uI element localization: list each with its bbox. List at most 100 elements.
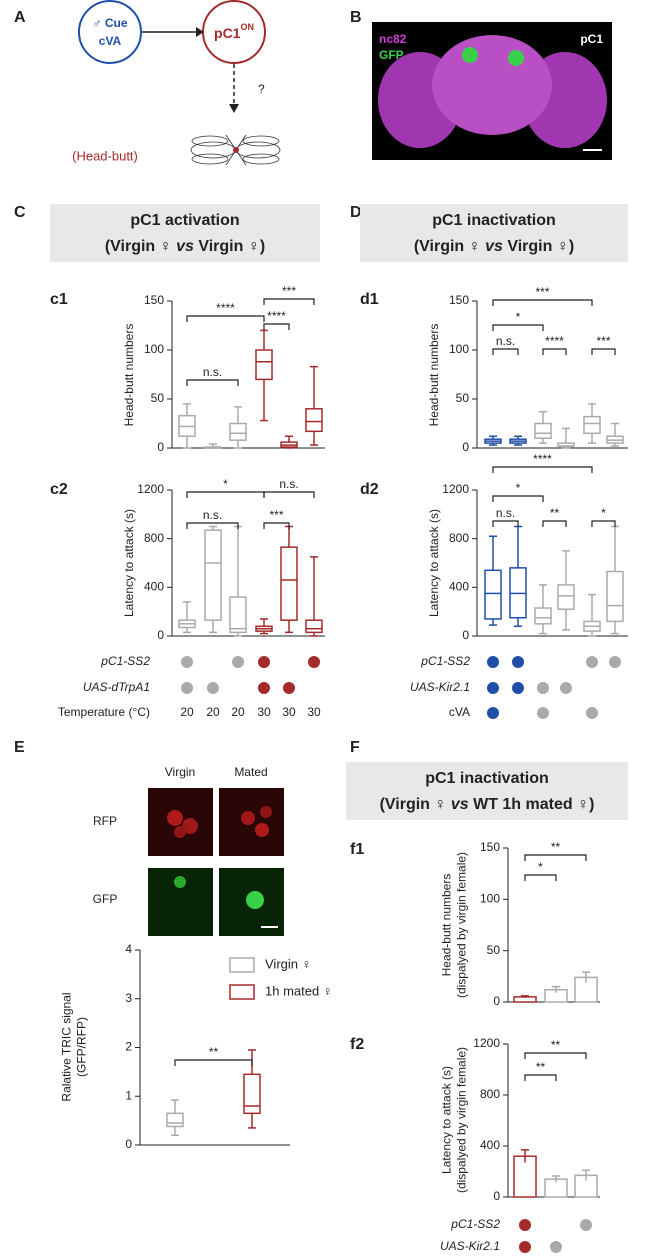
panel-label: F (350, 739, 360, 756)
condition-dot (487, 656, 499, 668)
y-axis-label: Head-butt numbers (427, 324, 441, 427)
sig-bracket (186, 379, 239, 386)
condition-label: UAS-dTrpA1 (83, 680, 150, 694)
condition-dot (487, 682, 499, 694)
legend-swatch (229, 957, 255, 973)
y-tick-label: 400 (449, 580, 469, 594)
legend-label: Virgin ♀ (265, 956, 311, 971)
sig-label: n.s. (496, 334, 515, 348)
y-axis-label: Head-butt numbers (440, 874, 454, 977)
y-axis-label: (GFP/RFP) (75, 1017, 89, 1077)
sig-label: n.s. (496, 506, 515, 520)
condition-dot (232, 656, 244, 668)
sig-label: *** (269, 508, 283, 522)
condition-dot (308, 656, 320, 668)
sig-bracket (186, 315, 265, 322)
y-axis-label: Head-butt numbers (122, 324, 136, 427)
condition-label: pC1-SS2 (420, 654, 470, 668)
box (534, 607, 552, 625)
sig-bracket (542, 520, 567, 527)
condition-dot (512, 682, 524, 694)
box (557, 584, 575, 610)
condition-label: pC1-SS2 (100, 654, 150, 668)
box (534, 422, 552, 439)
sig-label: *** (596, 334, 610, 348)
y-tick-label: 100 (144, 342, 164, 356)
header-part: Virgin ♀) (503, 238, 574, 255)
header-box (50, 204, 320, 262)
temperature-value: 20 (180, 705, 194, 719)
sig-label: ** (536, 1060, 546, 1074)
y-tick-label: 800 (144, 531, 164, 545)
y-tick-label: 50 (487, 943, 501, 957)
question: ? (258, 82, 265, 96)
arrow-head (196, 27, 204, 37)
y-tick-label: 50 (456, 391, 470, 405)
sig-label: ** (209, 1045, 219, 1059)
y-tick-label: 150 (449, 293, 469, 307)
sig-label: * (516, 481, 521, 495)
condition-dot (519, 1241, 531, 1253)
y-tick-label: 50 (151, 391, 165, 405)
gfp-signal (462, 47, 478, 63)
y-tick-label: 0 (493, 1189, 500, 1203)
row-label: RFP (93, 814, 117, 828)
condition-label: UAS-Kir2.1 (410, 680, 470, 694)
sig-label: n.s. (203, 365, 222, 379)
sig-bracket (186, 522, 239, 529)
box (280, 546, 298, 621)
y-axis-label: Latency to attack (s) (440, 1066, 454, 1174)
sig-label: **** (545, 334, 564, 348)
y-tick-label: 800 (480, 1087, 500, 1101)
temperature-value: 20 (231, 705, 245, 719)
box (229, 596, 247, 634)
panel-label: C (14, 204, 26, 221)
y-tick-label: 3 (125, 991, 132, 1005)
sig-bracket (174, 1059, 253, 1066)
sig-bracket (524, 1074, 557, 1081)
subpanel-label: c2 (50, 481, 68, 498)
temperature-value: 30 (282, 705, 296, 719)
box (229, 422, 247, 441)
neuron-name: pC1 (214, 25, 241, 41)
condition-label: UAS-Kir2.1 (440, 1239, 500, 1253)
sig-bracket (524, 874, 557, 881)
header-title: pC1 inactivation (425, 770, 549, 787)
sig-label: * (516, 310, 521, 324)
subpanel-label: d1 (360, 291, 379, 308)
condition-label: Temperature (°C) (58, 705, 150, 719)
sig-label: **** (216, 301, 235, 315)
condition-dot (550, 1241, 562, 1253)
y-tick-label: 100 (480, 892, 500, 906)
box (557, 442, 575, 448)
condition-dot (537, 682, 549, 694)
condition-dot (181, 656, 193, 668)
sig-bracket (591, 520, 616, 527)
neuron-sup: ON (240, 22, 254, 32)
diagram-a: ♂ Cue cVA pC1ON ? (Head-butt) (72, 0, 281, 166)
condition-dot (537, 707, 549, 719)
legend-swatch (229, 984, 255, 1000)
cue-line: ♂ Cue (92, 16, 127, 30)
y-tick-label: 400 (480, 1138, 500, 1152)
condition-dot (586, 656, 598, 668)
image-b: nc82 GFP pC1 (372, 22, 612, 160)
sig-bracket (492, 324, 544, 331)
sig-label: ** (551, 840, 561, 854)
box (255, 349, 273, 381)
sig-label: ** (551, 1038, 561, 1052)
header-box (360, 204, 628, 262)
sig-bracket (524, 1052, 587, 1059)
header-part: (Virgin ♀ (380, 796, 451, 813)
y-tick-label: 1200 (137, 482, 164, 496)
header-subtitle: (Virgin ♀ vs Virgin ♀) (105, 238, 265, 255)
column-label: Virgin (165, 765, 195, 779)
header-box (346, 762, 628, 820)
condition-dot (512, 656, 524, 668)
box (606, 570, 624, 623)
subpanel-label: d2 (360, 481, 379, 498)
arrow-head (229, 104, 239, 113)
panel-label: B (350, 9, 362, 26)
y-tick-label: 1200 (442, 482, 469, 496)
